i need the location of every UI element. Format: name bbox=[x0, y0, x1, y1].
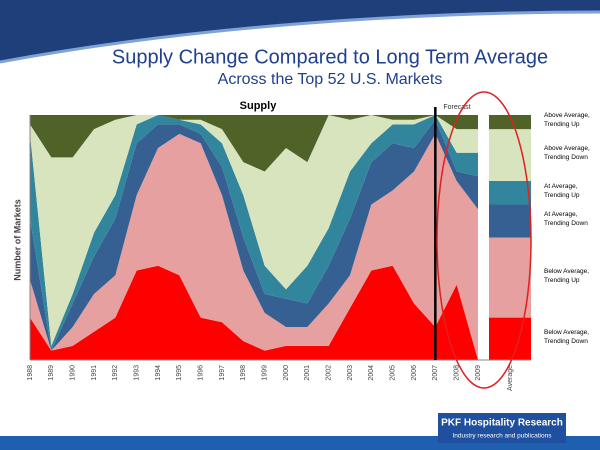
forecast-label: Forecast bbox=[443, 104, 470, 111]
logo-brand: PKF Hospitality Research bbox=[441, 418, 563, 429]
x-tick-label: 1992 bbox=[112, 365, 119, 381]
area bbox=[30, 115, 478, 172]
legend-label: At Average, Trending Down bbox=[544, 211, 588, 227]
x-tick-label: 1996 bbox=[198, 365, 205, 381]
logo-tagline: Industry research and publications bbox=[452, 433, 552, 440]
x-tick-label: 1994 bbox=[155, 365, 162, 381]
area bbox=[30, 133, 478, 360]
x-tick-label: 1989 bbox=[48, 365, 55, 381]
header-swoosh bbox=[0, 0, 600, 62]
x-tick-label: 1991 bbox=[91, 365, 98, 381]
x-tick-label: 1988 bbox=[27, 365, 34, 381]
legend-label: Above Average, Trending Down bbox=[544, 145, 590, 162]
area bbox=[30, 119, 478, 351]
slide-subtitle: Across the Top 52 U.S. Markets bbox=[218, 71, 443, 88]
x-tick-label: 2008 bbox=[454, 365, 461, 381]
average-bar bbox=[489, 180, 531, 205]
x-tick-label: 2004 bbox=[368, 365, 375, 381]
x-tick-label: Average bbox=[507, 365, 514, 391]
legend-label: Below Average, Trending Up bbox=[544, 267, 590, 284]
legend-label: At Average, Trending Up bbox=[544, 182, 580, 199]
header-accent bbox=[0, 10, 600, 64]
average-bar bbox=[489, 204, 531, 238]
area bbox=[30, 115, 478, 351]
logo-box bbox=[438, 413, 566, 443]
x-tick-label: 2002 bbox=[326, 365, 333, 381]
legend-label: Below Average, Trending Down bbox=[544, 328, 590, 345]
area bbox=[30, 265, 478, 360]
x-tick-label: 2001 bbox=[304, 365, 311, 381]
average-bar bbox=[489, 237, 531, 318]
x-tick-label: 1999 bbox=[262, 365, 269, 381]
area bbox=[30, 115, 478, 346]
x-tick-label: 1998 bbox=[240, 365, 247, 381]
x-tick-label: 1997 bbox=[219, 365, 226, 381]
x-tick-label: 2000 bbox=[283, 365, 290, 381]
x-tick-label: 2009 bbox=[475, 365, 482, 381]
highlight-ellipse bbox=[436, 91, 532, 389]
average-bar bbox=[489, 115, 531, 130]
legend-label: Above Average, Trending Up bbox=[544, 112, 590, 129]
x-tick-label: 1995 bbox=[176, 365, 183, 381]
x-tick-label: 2003 bbox=[347, 365, 354, 381]
chart-title: Supply bbox=[240, 100, 278, 112]
average-bar bbox=[489, 317, 531, 360]
x-tick-label: 2006 bbox=[411, 365, 418, 381]
y-axis-label: Number of Markets bbox=[12, 199, 22, 281]
slide-title: Supply Change Compared to Long Term Aver… bbox=[112, 46, 548, 68]
x-tick-label: 1993 bbox=[134, 365, 141, 381]
average-bar bbox=[489, 129, 531, 181]
x-tick-label: 2005 bbox=[390, 365, 397, 381]
x-tick-label: 2007 bbox=[432, 365, 439, 381]
x-tick-label: 1990 bbox=[70, 365, 77, 381]
